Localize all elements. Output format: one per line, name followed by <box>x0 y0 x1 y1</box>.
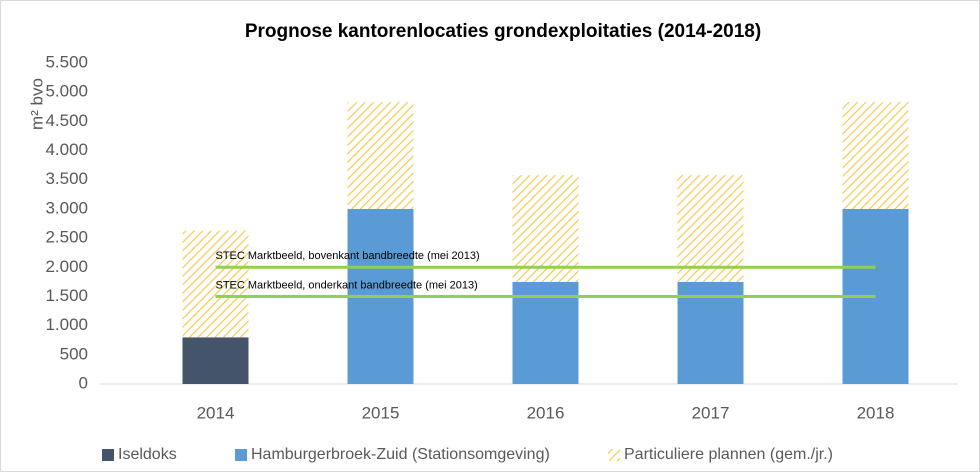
x-tick-label: 2015 <box>362 403 400 422</box>
y-tick-label: 2.000 <box>45 257 88 276</box>
bar-segment <box>677 175 744 282</box>
y-tick-label: 5.000 <box>45 82 88 101</box>
y-tick-label: 3.000 <box>45 198 88 217</box>
legend-swatch <box>235 449 247 461</box>
legend-label: Hamburgerbroek-Zuid (Stationsomgeving) <box>251 446 550 463</box>
y-tick-label: 5.500 <box>45 52 88 71</box>
bar-segment <box>182 230 249 338</box>
bar-segment <box>512 281 579 384</box>
x-tick-label: 2018 <box>857 403 895 422</box>
y-tick-label: 3.500 <box>45 169 88 188</box>
reference-label: STEC Marktbeeld, bovenkant bandbreedte (… <box>216 250 480 262</box>
legend-swatch <box>608 449 620 461</box>
y-tick-label: 0 <box>79 373 88 392</box>
y-axis-label: m² bvo <box>27 78 46 130</box>
legend-swatch <box>102 449 114 461</box>
legend-label: Iseldoks <box>118 446 177 463</box>
y-tick-label: 1.500 <box>45 286 88 305</box>
bar-segment <box>347 102 414 209</box>
y-tick-label: 4.000 <box>45 140 88 159</box>
y-tick-label: 1.000 <box>45 315 88 334</box>
bar-segment <box>677 281 744 384</box>
bar-segment <box>512 175 579 282</box>
y-tick-label: 4.500 <box>45 111 88 130</box>
bar-segment <box>842 102 909 209</box>
y-tick-label: 2.500 <box>45 228 88 247</box>
x-tick-label: 2016 <box>527 403 565 422</box>
x-tick-label: 2014 <box>197 403 235 422</box>
bar-segment <box>182 337 249 384</box>
legend-label: Particuliere plannen (gem./jr.) <box>624 446 833 463</box>
chart-title: Prognose kantorenlocaties grondexploitat… <box>245 21 761 42</box>
y-tick-label: 500 <box>60 344 88 363</box>
x-tick-label: 2017 <box>692 403 730 422</box>
reference-label: STEC Marktbeeld, onderkant bandbreedte (… <box>216 279 478 291</box>
